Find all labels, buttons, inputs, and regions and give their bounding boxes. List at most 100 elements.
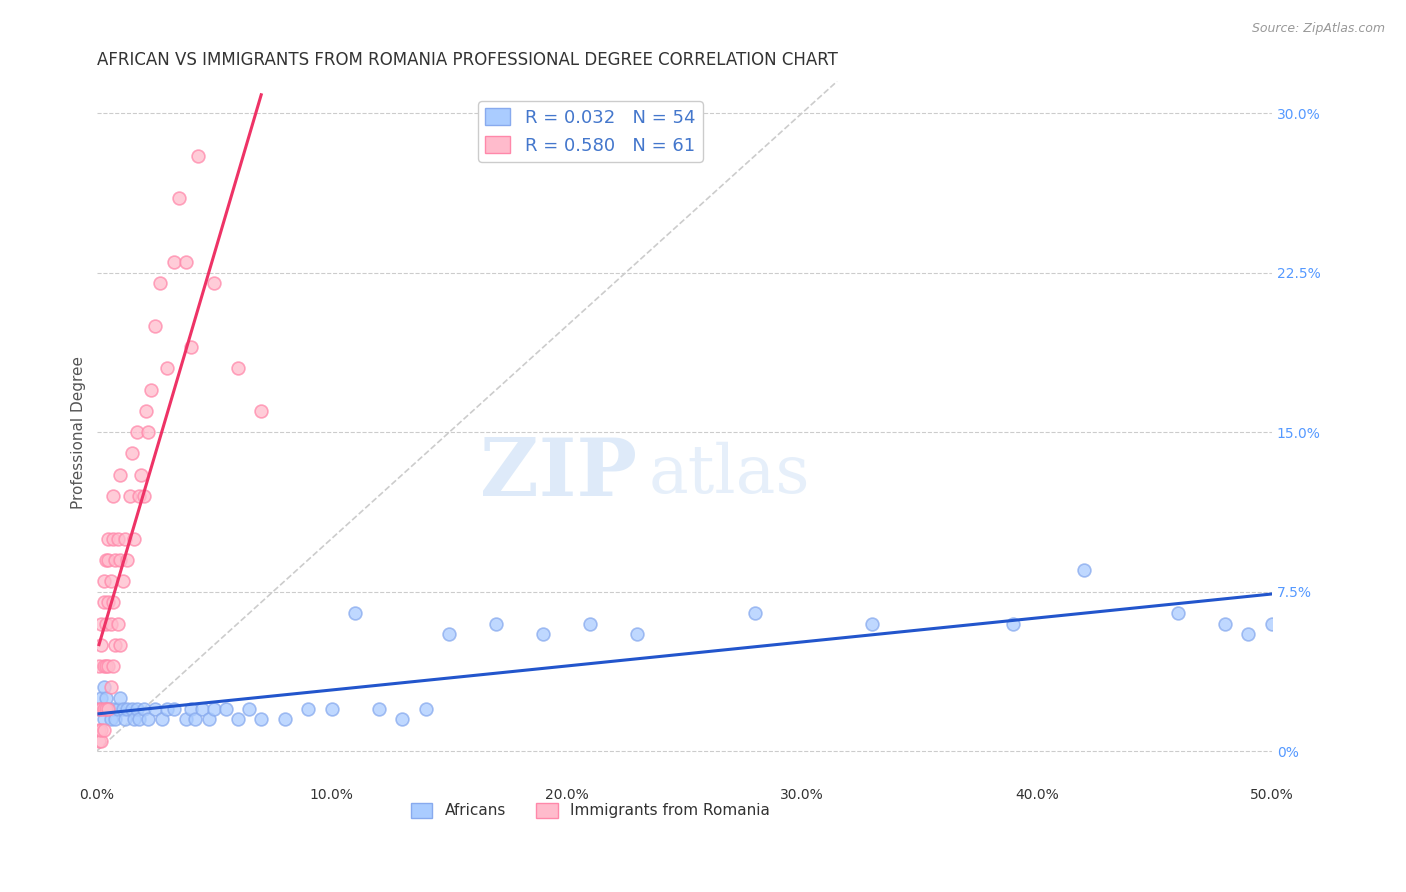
Text: Source: ZipAtlas.com: Source: ZipAtlas.com xyxy=(1251,22,1385,36)
Point xyxy=(1002,616,1025,631)
Point xyxy=(94,616,117,631)
Point xyxy=(108,690,131,705)
Point xyxy=(744,606,766,620)
Point xyxy=(122,712,145,726)
Point xyxy=(180,340,202,354)
Point xyxy=(97,532,120,546)
Point xyxy=(94,553,117,567)
Point xyxy=(115,701,138,715)
Point xyxy=(111,701,134,715)
Point xyxy=(198,712,221,726)
Point xyxy=(104,712,127,726)
Point xyxy=(156,701,179,715)
Point xyxy=(202,277,225,291)
Point xyxy=(93,574,115,588)
Point xyxy=(108,638,131,652)
Point xyxy=(1213,616,1236,631)
Point xyxy=(626,627,648,641)
Point xyxy=(94,659,117,673)
Point xyxy=(250,712,273,726)
Point xyxy=(163,701,186,715)
Point xyxy=(93,701,115,715)
Point xyxy=(131,467,153,482)
Point xyxy=(156,361,179,376)
Point xyxy=(531,627,554,641)
Point xyxy=(101,489,124,503)
Point xyxy=(93,681,115,695)
Point xyxy=(87,701,110,715)
Point xyxy=(579,616,602,631)
Text: atlas: atlas xyxy=(650,442,810,507)
Point xyxy=(122,532,145,546)
Point xyxy=(1167,606,1189,620)
Point xyxy=(100,616,122,631)
Point xyxy=(100,712,122,726)
Text: ZIP: ZIP xyxy=(481,435,637,513)
Point xyxy=(107,532,129,546)
Point xyxy=(226,712,249,726)
Point xyxy=(215,701,238,715)
Point xyxy=(107,616,129,631)
Point xyxy=(152,712,174,726)
Point xyxy=(90,733,112,747)
Text: AFRICAN VS IMMIGRANTS FROM ROMANIA PROFESSIONAL DEGREE CORRELATION CHART: AFRICAN VS IMMIGRANTS FROM ROMANIA PROFE… xyxy=(97,51,838,69)
Point xyxy=(121,701,143,715)
Point xyxy=(100,681,122,695)
Point xyxy=(174,712,197,726)
Point xyxy=(121,446,143,460)
Point xyxy=(344,606,367,620)
Point xyxy=(104,553,127,567)
Point xyxy=(128,712,150,726)
Point xyxy=(391,712,413,726)
Point xyxy=(297,701,319,715)
Point xyxy=(485,616,508,631)
Legend: Africans, Immigrants from Romania: Africans, Immigrants from Romania xyxy=(405,797,776,824)
Point xyxy=(125,701,148,715)
Point xyxy=(145,318,167,333)
Point xyxy=(108,553,131,567)
Point xyxy=(94,701,117,715)
Point xyxy=(101,659,124,673)
Point xyxy=(90,690,112,705)
Point xyxy=(87,701,110,715)
Point xyxy=(132,489,155,503)
Point xyxy=(101,595,124,609)
Point xyxy=(184,712,207,726)
Point xyxy=(101,701,124,715)
Point xyxy=(108,467,131,482)
Point xyxy=(367,701,389,715)
Point xyxy=(87,723,110,737)
Point xyxy=(860,616,883,631)
Point xyxy=(250,404,273,418)
Point xyxy=(174,255,197,269)
Point xyxy=(1261,616,1284,631)
Point xyxy=(104,638,127,652)
Point xyxy=(1237,627,1260,641)
Point xyxy=(90,616,112,631)
Point xyxy=(132,701,155,715)
Point xyxy=(115,553,138,567)
Point xyxy=(107,701,129,715)
Point xyxy=(191,701,214,715)
Point xyxy=(90,701,112,715)
Point xyxy=(97,701,120,715)
Point xyxy=(93,723,115,737)
Point xyxy=(187,149,209,163)
Point xyxy=(321,701,343,715)
Point xyxy=(439,627,461,641)
Point xyxy=(87,659,110,673)
Point xyxy=(149,277,172,291)
Point xyxy=(93,595,115,609)
Point xyxy=(138,712,160,726)
Point xyxy=(118,489,141,503)
Point xyxy=(135,404,157,418)
Point xyxy=(238,701,260,715)
Point xyxy=(101,532,124,546)
Point xyxy=(163,255,186,269)
Point xyxy=(415,701,437,715)
Point xyxy=(97,701,120,715)
Point xyxy=(93,659,115,673)
Point xyxy=(128,489,150,503)
Point xyxy=(138,425,160,440)
Point xyxy=(114,712,136,726)
